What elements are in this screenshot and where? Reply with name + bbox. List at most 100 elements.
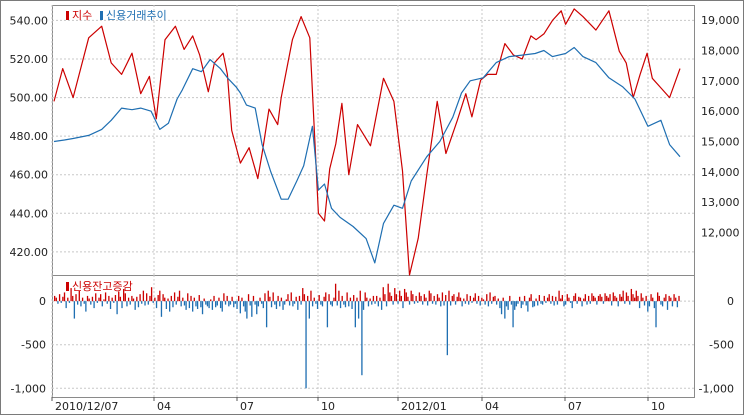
bar [62, 296, 64, 302]
bar [663, 297, 665, 302]
bar [282, 301, 284, 310]
x-tick-label: 07 [240, 400, 254, 413]
bar [417, 301, 419, 303]
bar [269, 296, 271, 302]
bar [157, 295, 159, 302]
right-tick-label: 12,000 [701, 227, 740, 240]
bar [584, 294, 587, 302]
bar [96, 301, 99, 303]
bar [407, 296, 409, 302]
bar [326, 301, 329, 328]
bar [292, 301, 294, 307]
bar [486, 294, 488, 302]
bar [307, 295, 309, 302]
bar [384, 294, 386, 302]
bar [668, 295, 670, 302]
bar [366, 297, 368, 302]
bar [433, 295, 435, 302]
bar [446, 301, 449, 356]
bar [300, 301, 302, 305]
bar [361, 301, 363, 376]
bar [612, 292, 614, 302]
bar [83, 301, 85, 304]
bar [155, 301, 158, 309]
bar [95, 293, 97, 302]
bar [228, 301, 230, 307]
bar [293, 301, 296, 304]
bar [295, 296, 297, 302]
bar [159, 290, 161, 302]
bar [80, 301, 82, 307]
bar [510, 301, 513, 305]
bar [172, 301, 174, 308]
bar [116, 301, 118, 315]
bar [280, 297, 283, 302]
bar [620, 296, 623, 302]
x-tick-label: 2012/01 [401, 400, 447, 413]
bar [561, 295, 564, 302]
bar [114, 295, 117, 302]
bar [650, 294, 652, 302]
bar [573, 295, 575, 302]
bar [267, 290, 269, 302]
lower-right-tick-label: -1,000 [699, 382, 734, 395]
bar [499, 301, 501, 309]
bar [533, 301, 536, 307]
left-tick-label: 500.00 [10, 92, 49, 105]
bar [399, 290, 401, 302]
bar [182, 297, 184, 302]
bar [671, 301, 674, 307]
bar [65, 301, 67, 309]
bar [123, 288, 125, 302]
bar [180, 301, 182, 307]
bar [344, 301, 347, 308]
bar [385, 301, 388, 307]
right-tick-label: 18,000 [701, 45, 740, 58]
bar [638, 301, 641, 309]
bar [591, 293, 593, 302]
bar [164, 297, 166, 302]
bar [581, 301, 583, 307]
lower-plot-area [52, 275, 695, 398]
right-tick-label: 13,000 [701, 196, 740, 209]
right-tick-label: 16,000 [701, 105, 740, 118]
bar [285, 299, 287, 302]
bar [372, 295, 375, 302]
bar [676, 301, 679, 308]
bar [215, 301, 217, 308]
bar [193, 297, 195, 302]
bar [647, 301, 649, 312]
bar [397, 301, 399, 304]
bar [223, 293, 225, 302]
legend-upper: 지수 신용거래추이 [66, 9, 167, 22]
bar [129, 301, 131, 305]
bar [622, 290, 624, 302]
left-tick-label: 460.00 [10, 169, 49, 182]
bar [458, 292, 460, 302]
bar [351, 301, 353, 309]
bar [272, 292, 274, 302]
bar [405, 292, 407, 302]
legend-lower: 신용잔고증감 [66, 280, 133, 293]
bar [609, 294, 611, 302]
bar [369, 298, 371, 302]
bar [614, 295, 616, 302]
bar [311, 301, 314, 307]
bar [91, 296, 94, 302]
bar [476, 301, 478, 304]
bar [256, 301, 258, 315]
bar [656, 292, 659, 302]
bar [607, 297, 610, 302]
bar [617, 301, 619, 307]
bar [625, 292, 628, 302]
bar [229, 301, 232, 305]
bar [394, 288, 396, 302]
bar [90, 301, 92, 305]
bar [144, 301, 146, 306]
bar [558, 290, 560, 302]
bar [660, 301, 662, 305]
bar [563, 301, 565, 307]
bar [200, 301, 202, 308]
bar [279, 301, 281, 307]
